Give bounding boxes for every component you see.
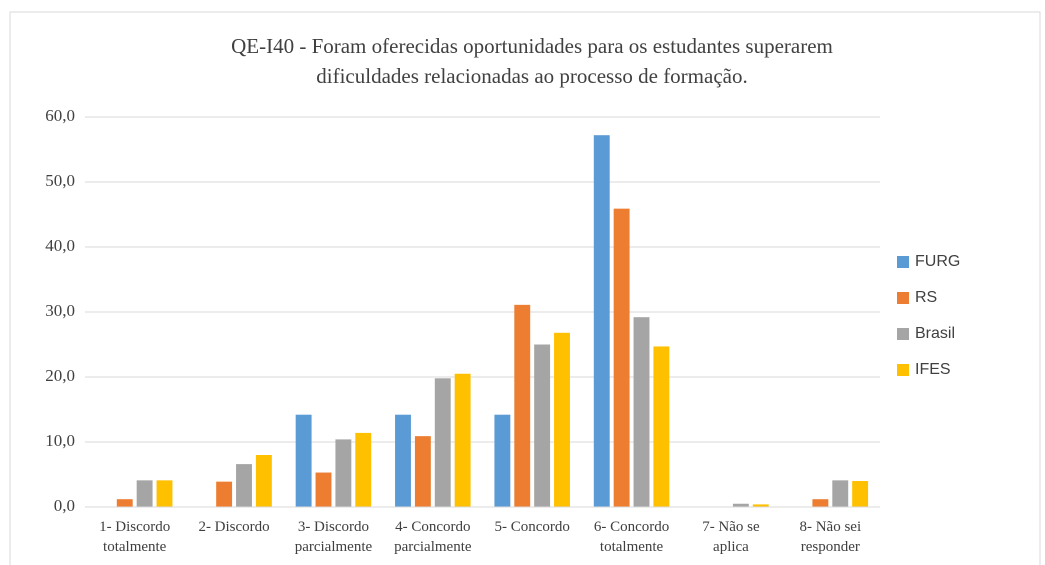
x-tick-label: 2- Discordo: [198, 519, 269, 535]
y-tick-label: 60,0: [45, 106, 75, 125]
bar: [136, 480, 153, 507]
x-tick-label-line: totalmente: [103, 539, 167, 555]
bar: [255, 455, 272, 507]
bar: [395, 414, 411, 507]
x-tick-label: 8- Não sei responder: [799, 519, 861, 555]
bar: [832, 480, 849, 507]
bar: [534, 344, 551, 507]
x-tick-label-line: totalmente: [600, 539, 664, 555]
bar: [116, 499, 133, 507]
x-tick-label: 1- Discordo totalmente: [99, 519, 170, 555]
x-tick-label-line: 2- Discordo: [198, 519, 269, 535]
y-tick-label: 0,0: [54, 496, 75, 515]
y-tick-label: 20,0: [45, 366, 75, 385]
y-tick-label: 50,0: [45, 171, 75, 190]
x-tick-label-line: 4- Concordo: [395, 519, 470, 535]
bar: [335, 439, 352, 507]
bar: [554, 332, 570, 507]
legend-label: RS: [915, 289, 937, 306]
x-tick-label-line: parcialmente: [295, 539, 373, 555]
bar: [216, 481, 233, 507]
bar: [593, 135, 610, 507]
chart-title: QE-I40 - Foram oferecidas oportunidades …: [231, 34, 833, 58]
bar: [236, 464, 252, 507]
bar: [812, 499, 829, 507]
legend-label: IFES: [915, 361, 951, 378]
x-tick-label-line: 8- Não sei: [799, 519, 861, 535]
y-tick-label: 10,0: [45, 431, 75, 450]
x-tick-label: 6- Concordo totalmente: [594, 519, 669, 555]
bar: [434, 378, 451, 507]
bar: [732, 503, 749, 507]
x-tick-label-line: 1- Discordo: [99, 519, 170, 535]
bar: [315, 472, 332, 507]
bar: [494, 414, 511, 507]
x-tick-label-line: 6- Concordo: [594, 519, 669, 535]
bar: [613, 208, 630, 507]
legend-swatch: [897, 256, 909, 268]
x-tick-label: 5- Concordo: [494, 519, 569, 535]
bar: [414, 436, 431, 507]
bar: [633, 317, 650, 507]
legend-label: FURG: [915, 253, 960, 270]
x-tick-label-line: responder: [801, 539, 860, 555]
legend-swatch: [897, 292, 909, 304]
legend-swatch: [897, 328, 909, 340]
y-tick-label: 30,0: [45, 301, 75, 320]
bar: [454, 373, 471, 507]
x-tick-label-line: 3- Discordo: [298, 519, 369, 535]
legend-swatch: [897, 364, 909, 376]
bar: [852, 481, 869, 507]
y-tick-label: 40,0: [45, 236, 75, 255]
bar: [355, 432, 372, 507]
x-tick-label-line: aplica: [713, 539, 749, 555]
x-tick-label: 3- Discordo parcialmente: [295, 519, 373, 555]
chart-title: dificuldades relacionadas ao processo de…: [316, 64, 747, 88]
x-tick-label: 7- Não se aplica: [702, 519, 760, 555]
x-tick-label-line: parcialmente: [394, 539, 472, 555]
bar: [514, 304, 531, 507]
bar: [295, 414, 312, 507]
bar: [156, 480, 173, 507]
bar: [653, 346, 670, 507]
x-tick-label-line: 5- Concordo: [494, 519, 569, 535]
x-tick-label-line: 7- Não se: [702, 519, 760, 535]
bar: [752, 504, 769, 507]
legend-label: Brasil: [915, 325, 955, 342]
x-tick-label: 4- Concordo parcialmente: [394, 519, 472, 555]
